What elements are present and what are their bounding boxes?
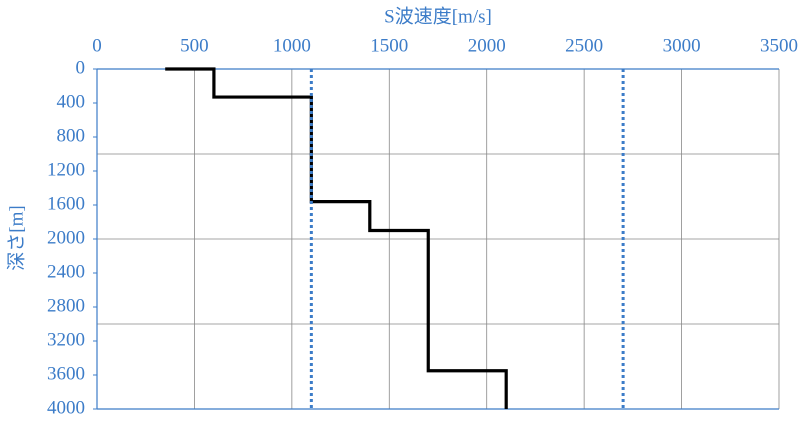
y-tick-label: 4000 xyxy=(47,397,85,418)
x-tick-label: 3500 xyxy=(760,35,798,56)
y-tick-label: 3600 xyxy=(47,363,85,384)
chart-title: S波速度[m/s] xyxy=(384,5,492,27)
y-axis-label: 深さ[m] xyxy=(5,205,27,270)
x-tick-label: 2000 xyxy=(468,35,506,56)
x-tick-label: 0 xyxy=(92,35,102,56)
y-tick-label: 2400 xyxy=(47,261,85,282)
y-tick-label: 2000 xyxy=(47,227,85,248)
y-tick-label: 1600 xyxy=(47,193,85,214)
y-tick-label: 1200 xyxy=(47,159,85,180)
x-tick-label: 3000 xyxy=(663,35,701,56)
y-tick-label: 0 xyxy=(76,57,86,78)
y-tick-label: 2800 xyxy=(47,295,85,316)
x-tick-label: 1500 xyxy=(370,35,408,56)
x-tick-label: 2500 xyxy=(565,35,603,56)
y-tick-label: 400 xyxy=(57,91,86,112)
y-tick-label: 800 xyxy=(57,125,86,146)
x-tick-label: 1000 xyxy=(273,35,311,56)
y-tick-label: 3200 xyxy=(47,329,85,350)
profile-line xyxy=(165,67,508,409)
x-tick-label: 500 xyxy=(180,35,209,56)
